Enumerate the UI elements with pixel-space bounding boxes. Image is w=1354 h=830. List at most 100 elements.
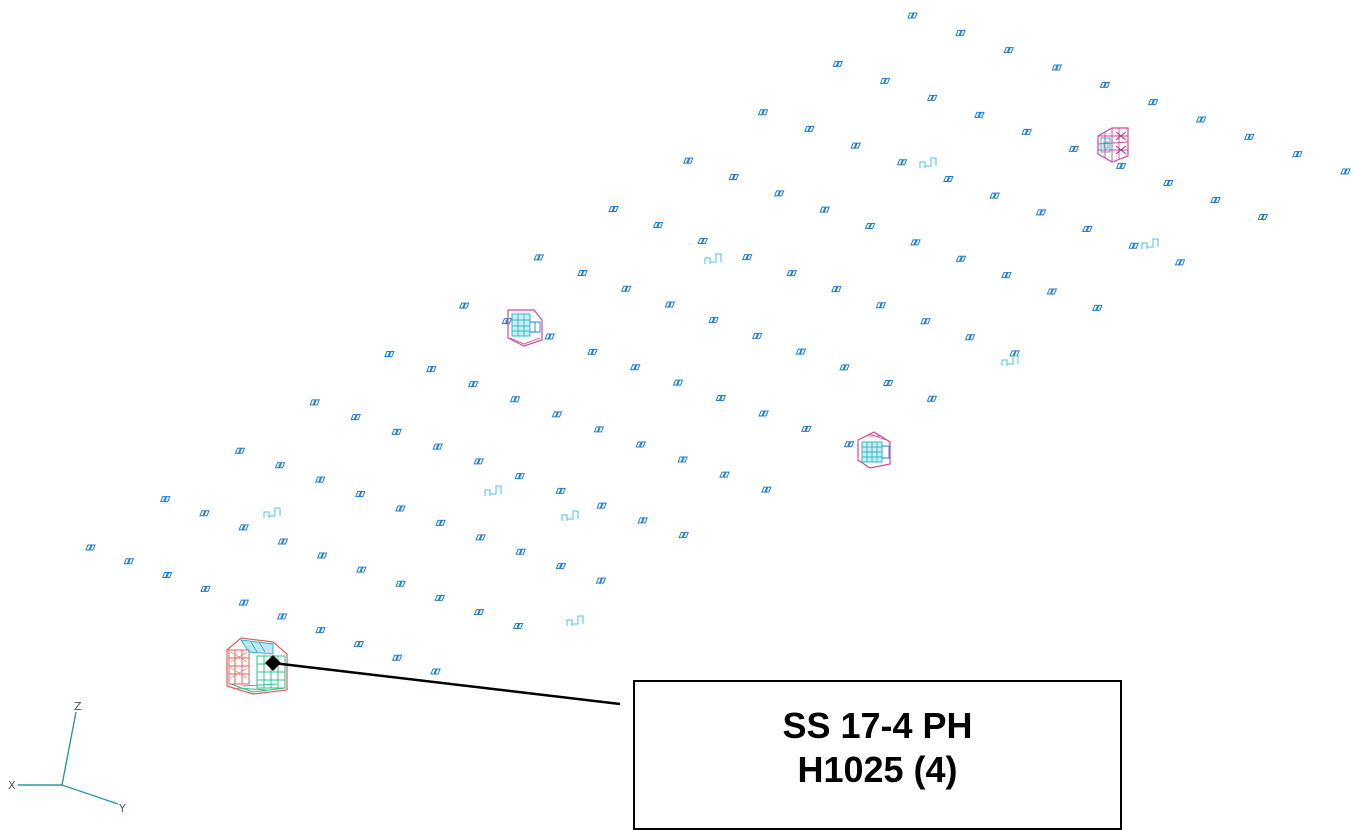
link-marker-icon	[395, 505, 406, 512]
link-marker-icon	[926, 395, 938, 402]
link-marker-icon	[467, 381, 479, 388]
link-marker-icon	[593, 426, 605, 433]
material-callout: SS 17-4 PH H1025 (4)	[633, 680, 1122, 830]
link-marker-icon	[1195, 116, 1207, 123]
link-marker-icon	[989, 192, 1000, 199]
bracket-icon	[263, 507, 281, 518]
link-marker-icon	[801, 425, 812, 432]
link-marker-icon	[664, 301, 676, 308]
bracket-icon	[1141, 238, 1159, 249]
bracket-icon	[561, 510, 579, 521]
link-marker-icon	[512, 623, 524, 630]
link-marker-icon	[758, 410, 769, 417]
link-marker-icon	[238, 524, 249, 531]
link-marker-icon	[434, 594, 446, 601]
link-marker-icon	[1009, 350, 1020, 357]
node-markers	[85, 12, 1351, 675]
link-marker-icon	[1092, 304, 1103, 311]
link-marker-icon	[85, 544, 96, 551]
link-marker-icon	[1257, 213, 1269, 220]
link-marker-icon	[1174, 259, 1186, 266]
link-marker-icon	[678, 532, 689, 539]
link-marker-icon	[683, 157, 694, 164]
link-marker-icon	[864, 223, 876, 230]
link-marker-icon	[596, 502, 607, 509]
link-marker-icon	[761, 486, 772, 493]
link-marker-icon	[964, 334, 976, 341]
link-marker-icon	[1051, 64, 1063, 71]
link-marker-icon	[1115, 162, 1127, 169]
link-marker-icon	[1244, 133, 1255, 140]
link-marker-icon	[355, 491, 366, 498]
link-marker-icon	[551, 411, 563, 418]
link-marker-icon	[395, 580, 406, 587]
link-marker-icon	[555, 563, 567, 570]
link-marker-icon	[316, 552, 328, 559]
link-marker-icon	[773, 190, 785, 197]
link-marker-icon	[350, 414, 361, 421]
link-marker-icon	[1021, 128, 1032, 135]
link-marker-icon	[1340, 168, 1351, 175]
link-marker-icon	[751, 332, 763, 339]
link-marker-icon	[159, 496, 171, 503]
link-marker-icon	[672, 379, 684, 386]
link-marker-icon	[1099, 81, 1111, 88]
link-marker-icon	[757, 109, 769, 116]
link-marker-icon	[955, 29, 966, 36]
link-marker-icon	[309, 399, 320, 406]
link-marker-icon	[501, 318, 513, 325]
link-marker-icon	[1001, 272, 1012, 279]
link-marker-icon	[356, 566, 367, 573]
link-marker-icon	[514, 473, 525, 480]
link-marker-icon	[882, 380, 894, 387]
link-marker-icon	[804, 125, 815, 132]
link-marker-icon	[831, 286, 842, 293]
link-marker-icon	[715, 395, 727, 402]
link-marker-icon	[587, 348, 598, 355]
bracket-icon	[566, 615, 584, 626]
link-marker-icon	[630, 364, 641, 371]
link-marker-icon	[728, 173, 740, 180]
link-marker-icon	[595, 577, 607, 584]
link-marker-icon	[123, 558, 135, 565]
link-marker-icon	[850, 142, 861, 149]
bracket-icon	[919, 157, 937, 168]
link-marker-icon	[277, 538, 289, 545]
link-marker-icon	[652, 221, 664, 228]
link-marker-icon	[426, 366, 437, 373]
link-marker-icon	[234, 447, 246, 454]
link-marker-icon	[1292, 151, 1303, 158]
link-marker-icon	[896, 159, 908, 166]
link-marker-icon	[200, 585, 211, 592]
link-marker-icon	[910, 239, 921, 246]
wireframe-block-icon	[1097, 127, 1129, 163]
link-marker-icon	[1163, 179, 1174, 186]
link-marker-icon	[879, 77, 891, 84]
link-marker-icon	[620, 285, 632, 292]
axis-label-y: Y	[118, 802, 126, 815]
callout-leader-line	[272, 661, 621, 706]
link-marker-icon	[1035, 209, 1047, 216]
link-marker-icon	[473, 458, 484, 465]
link-marker-icon	[533, 254, 545, 261]
link-marker-icon	[832, 60, 844, 67]
link-marker-icon	[637, 517, 648, 524]
link-marker-icon	[274, 462, 286, 469]
link-marker-icon	[199, 510, 210, 517]
link-marker-icon	[839, 364, 850, 371]
link-marker-icon	[943, 175, 954, 182]
link-marker-icon	[608, 205, 619, 212]
link-marker-icon	[276, 613, 288, 620]
axis-label-x: X	[8, 779, 16, 792]
link-marker-icon	[555, 487, 566, 494]
link-marker-icon	[509, 396, 521, 403]
link-marker-icon	[974, 111, 985, 118]
link-marker-icon	[875, 302, 887, 309]
bracket-icon	[484, 485, 502, 496]
link-marker-icon	[920, 318, 931, 325]
diamond-icon	[265, 655, 281, 671]
link-marker-icon	[435, 519, 446, 526]
link-marker-icon	[719, 471, 730, 478]
link-marker-icon	[677, 456, 688, 463]
callout-line-1: SS 17-4 PH	[782, 705, 973, 746]
